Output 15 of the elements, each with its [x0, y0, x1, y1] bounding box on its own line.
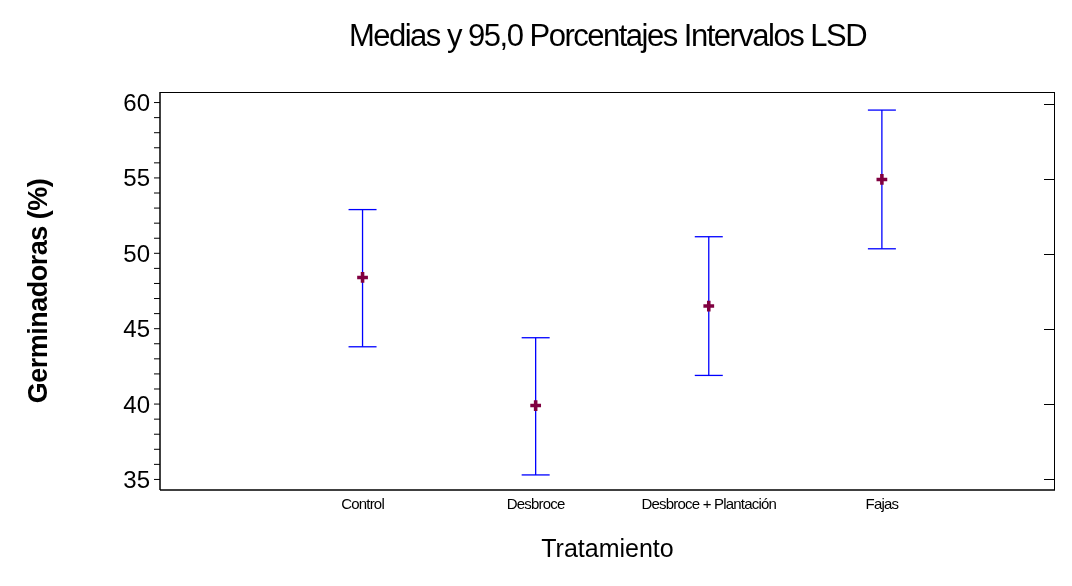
y-tick-label: 40	[123, 390, 150, 418]
x-tick-label: Desbroce	[506, 494, 566, 512]
point	[703, 300, 715, 312]
x-tick-label: Fajas	[865, 494, 899, 512]
x-tick-label: Desbroce + Plantación	[641, 494, 777, 512]
y-tick-label: 55	[123, 164, 150, 192]
y-tick-label: 45	[123, 315, 150, 343]
point	[876, 174, 888, 185]
chart-title: Medias y 95,0 Porcentajes Intervalos LSD	[347, 18, 868, 54]
x-tick-label: Control	[341, 494, 385, 512]
y-tick-label: 60	[123, 89, 150, 117]
y-axis-title: Germinadoras (%)	[22, 178, 54, 404]
x-axis-title: Tratamiento	[540, 534, 675, 563]
y-tick-label: 50	[123, 239, 150, 267]
y-tick-label: 35	[123, 465, 150, 493]
